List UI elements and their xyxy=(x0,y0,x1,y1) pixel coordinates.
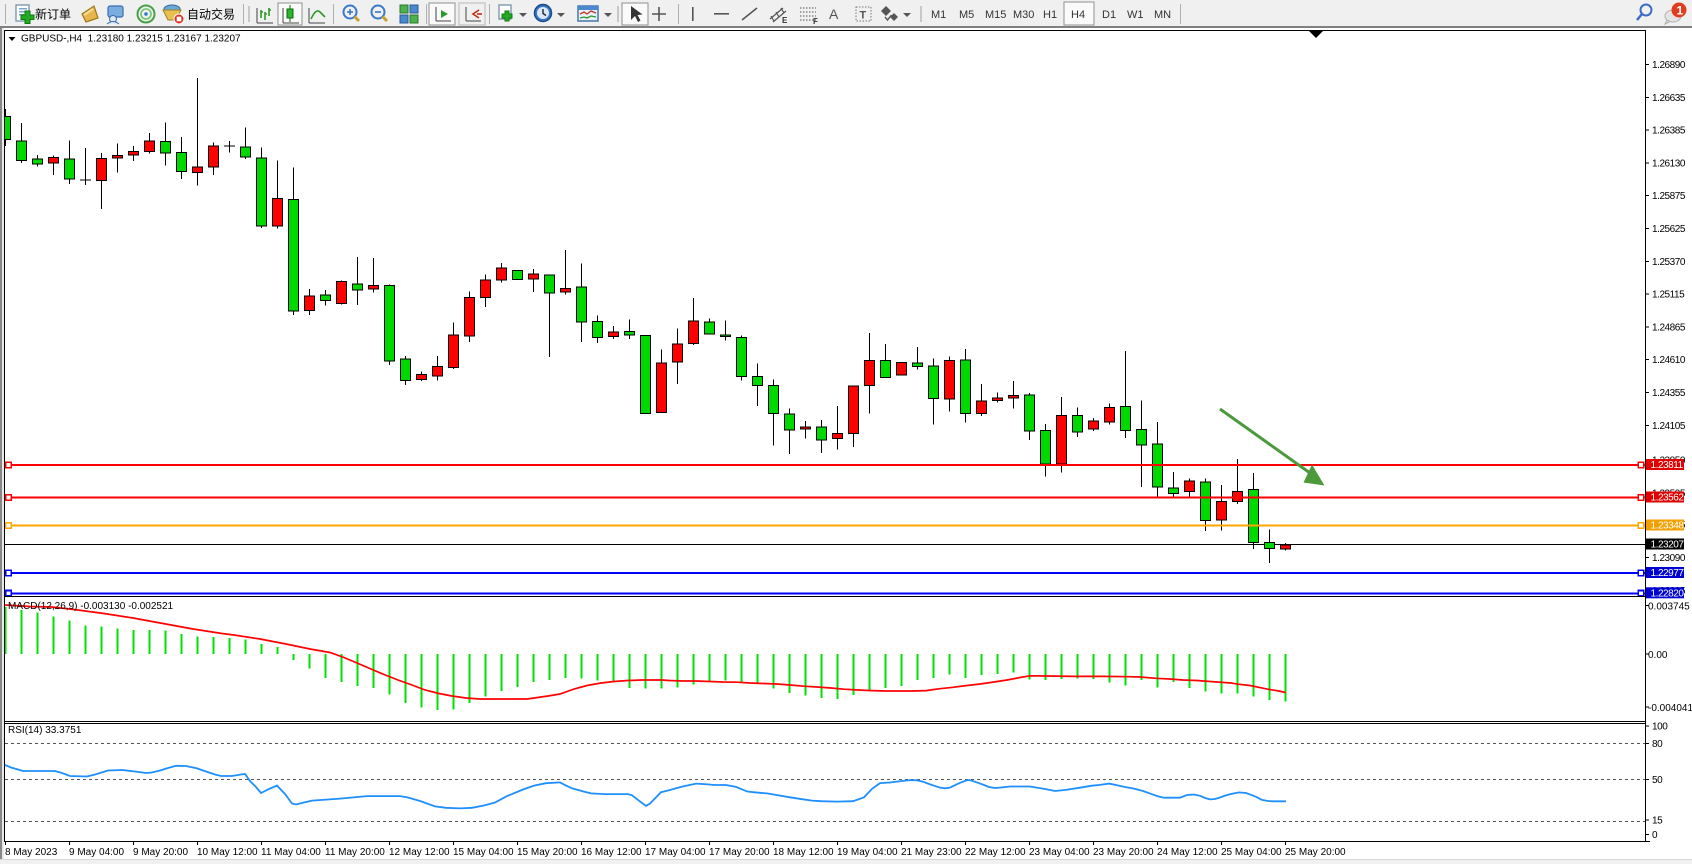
svg-text:11 May 20:00: 11 May 20:00 xyxy=(325,847,385,858)
svg-text:MACD(12,26,9) -0.003130 -0.002: MACD(12,26,9) -0.003130 -0.002521 xyxy=(8,601,174,612)
svg-text:M5: M5 xyxy=(959,9,974,21)
svg-text:M30: M30 xyxy=(1013,9,1034,21)
svg-text:E: E xyxy=(782,16,788,25)
svg-text:15 May 04:00: 15 May 04:00 xyxy=(453,847,514,858)
svg-text:RSI(14) 33.3751: RSI(14) 33.3751 xyxy=(8,725,82,736)
svg-text:8 May 2023: 8 May 2023 xyxy=(5,847,58,858)
svg-text:1.25115: 1.25115 xyxy=(1652,290,1685,301)
svg-text:1.23090: 1.23090 xyxy=(1652,553,1686,564)
svg-text:1.23207: 1.23207 xyxy=(1651,540,1685,551)
svg-text:新订单: 新订单 xyxy=(35,7,71,22)
svg-text:1.23562: 1.23562 xyxy=(1651,493,1685,504)
svg-text:1: 1 xyxy=(1677,4,1684,18)
svg-text:24 May 12:00: 24 May 12:00 xyxy=(1157,847,1218,858)
svg-text:1.23811: 1.23811 xyxy=(1651,460,1684,471)
svg-text:M15: M15 xyxy=(985,9,1006,21)
svg-text:11 May 04:00: 11 May 04:00 xyxy=(261,847,321,858)
svg-text:9 May 04:00: 9 May 04:00 xyxy=(69,847,124,858)
svg-text:1.25625: 1.25625 xyxy=(1652,224,1686,235)
svg-text:自动交易: 自动交易 xyxy=(187,7,235,22)
svg-text:22 May 12:00: 22 May 12:00 xyxy=(965,847,1026,858)
svg-text:19 May 04:00: 19 May 04:00 xyxy=(837,847,898,858)
svg-text:-0.004041: -0.004041 xyxy=(1648,703,1692,714)
svg-text:A: A xyxy=(829,6,839,22)
svg-text:1.24610: 1.24610 xyxy=(1652,355,1686,366)
svg-text:M1: M1 xyxy=(931,9,946,21)
svg-text:16 May 12:00: 16 May 12:00 xyxy=(581,847,642,858)
svg-text:50: 50 xyxy=(1652,775,1663,786)
svg-text:H4: H4 xyxy=(1071,9,1085,21)
svg-text:1.25875: 1.25875 xyxy=(1652,191,1686,202)
svg-text:T: T xyxy=(860,10,867,22)
svg-text:F: F xyxy=(813,17,818,26)
svg-text:H1: H1 xyxy=(1043,9,1057,21)
svg-text:1.22820: 1.22820 xyxy=(1651,588,1685,599)
svg-text:W1: W1 xyxy=(1127,9,1144,21)
svg-text:21 May 23:00: 21 May 23:00 xyxy=(901,847,962,858)
svg-text:GBPUSD-,H4 1.23180 1.23215 1.: GBPUSD-,H4 1.23180 1.23215 1.23167 1.232… xyxy=(21,34,241,45)
svg-text:80: 80 xyxy=(1652,739,1663,750)
svg-text:1.24105: 1.24105 xyxy=(1652,421,1686,432)
svg-text:18 May 12:00: 18 May 12:00 xyxy=(773,847,834,858)
svg-text:1.24865: 1.24865 xyxy=(1652,322,1686,333)
svg-text:0.00: 0.00 xyxy=(1648,650,1668,661)
svg-text:1.23348: 1.23348 xyxy=(1651,521,1685,532)
svg-text:MN: MN xyxy=(1154,9,1171,21)
svg-text:0: 0 xyxy=(1652,830,1658,841)
svg-text:10 May 12:00: 10 May 12:00 xyxy=(197,847,258,858)
svg-text:1.26890: 1.26890 xyxy=(1652,60,1686,71)
svg-text:D1: D1 xyxy=(1102,9,1116,21)
svg-text:100: 100 xyxy=(1652,722,1668,733)
svg-text:1.26130: 1.26130 xyxy=(1652,158,1686,169)
svg-text:1.26385: 1.26385 xyxy=(1652,126,1686,137)
svg-text:1.26635: 1.26635 xyxy=(1652,93,1686,104)
svg-text:25 May 20:00: 25 May 20:00 xyxy=(1285,847,1346,858)
svg-text:17 May 04:00: 17 May 04:00 xyxy=(645,847,706,858)
svg-text:0.003745: 0.003745 xyxy=(1648,602,1690,613)
svg-text:23 May 04:00: 23 May 04:00 xyxy=(1029,847,1090,858)
svg-text:12 May 12:00: 12 May 12:00 xyxy=(389,847,450,858)
svg-text:15 May 20:00: 15 May 20:00 xyxy=(517,847,578,858)
svg-text:1.25370: 1.25370 xyxy=(1652,257,1686,268)
svg-text:17 May 20:00: 17 May 20:00 xyxy=(709,847,770,858)
svg-text:1.24355: 1.24355 xyxy=(1652,388,1686,399)
svg-text:1.22977: 1.22977 xyxy=(1651,568,1685,579)
svg-text:23 May 20:00: 23 May 20:00 xyxy=(1093,847,1154,858)
svg-text:9 May 20:00: 9 May 20:00 xyxy=(133,847,188,858)
svg-text:15: 15 xyxy=(1652,816,1663,827)
svg-text:25 May 04:00: 25 May 04:00 xyxy=(1221,847,1282,858)
